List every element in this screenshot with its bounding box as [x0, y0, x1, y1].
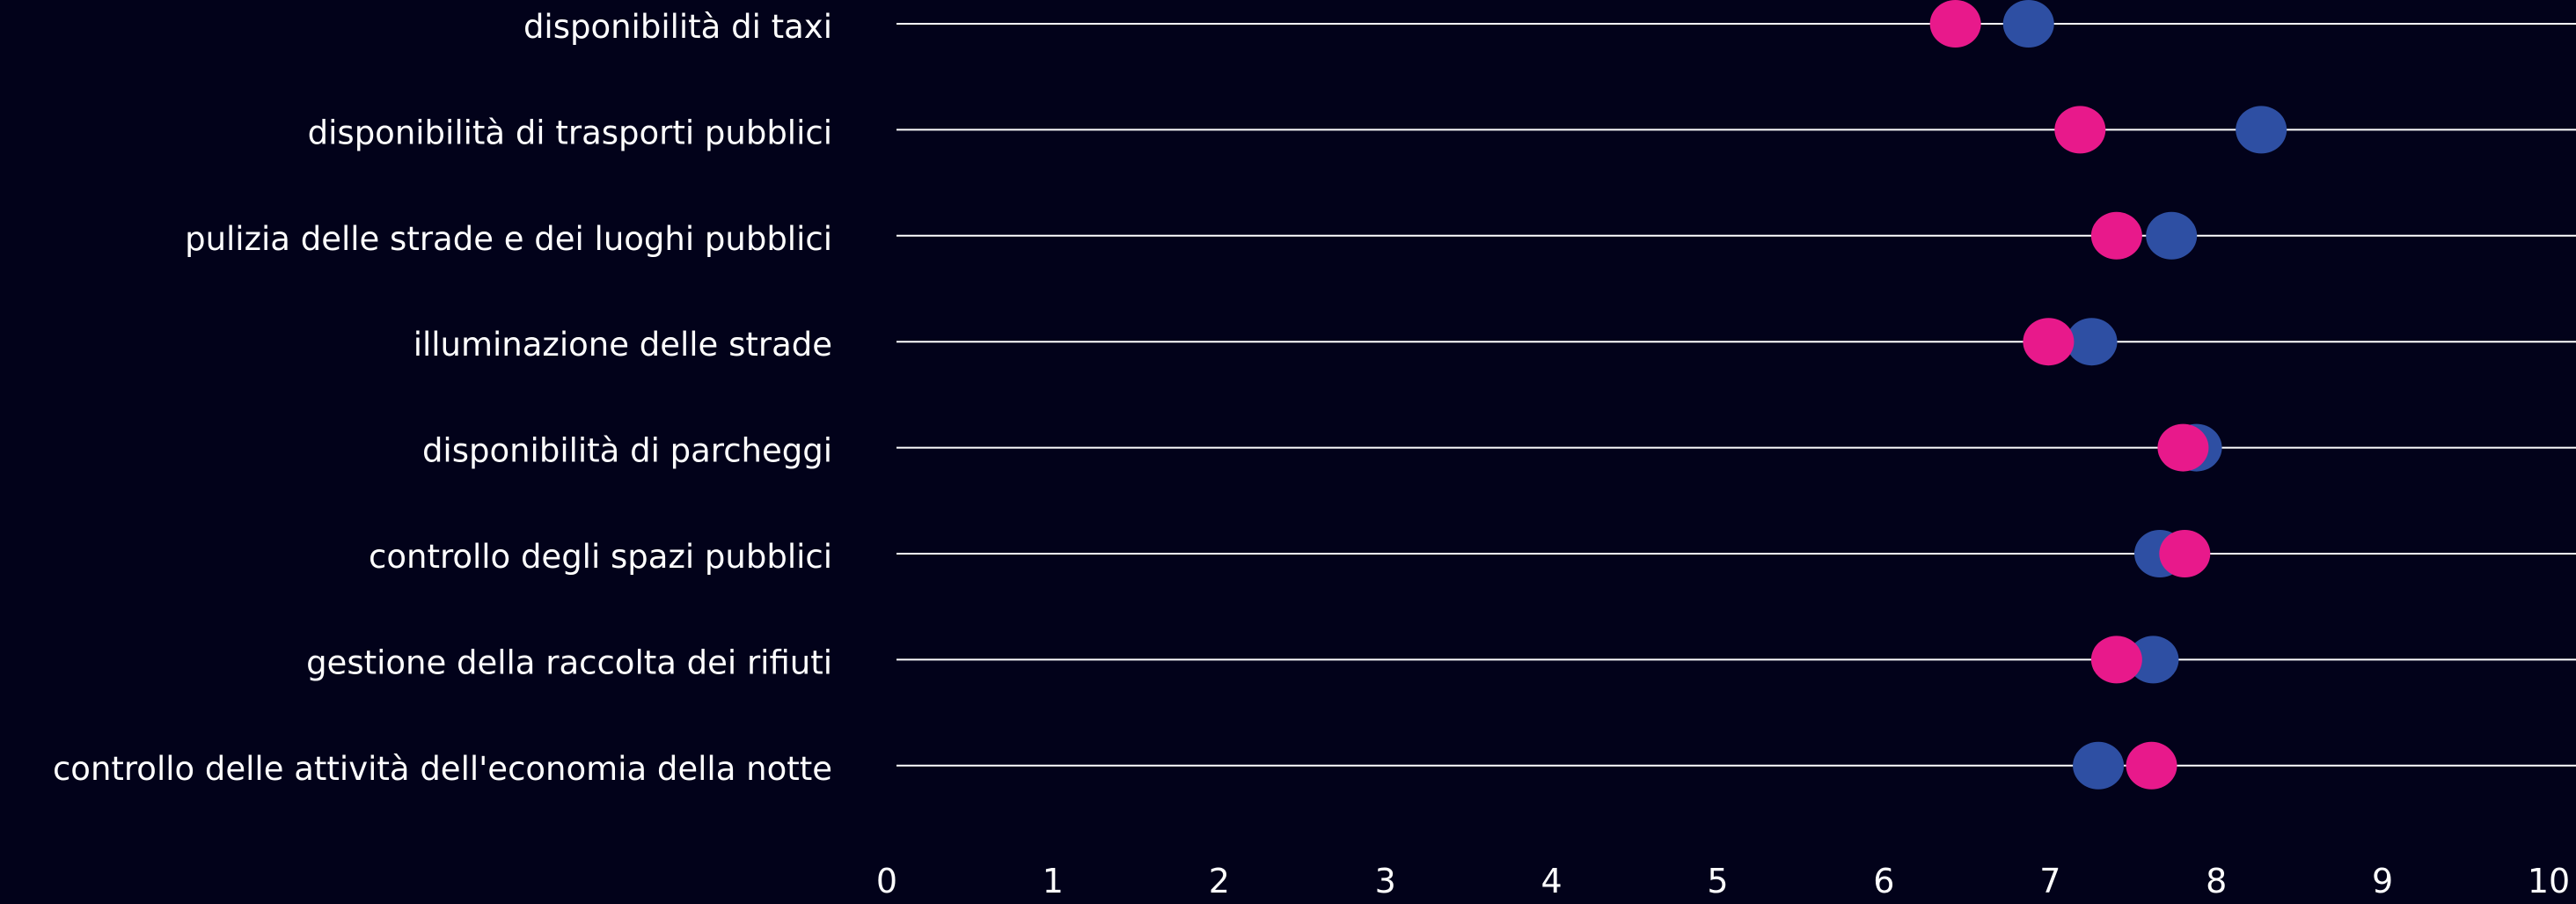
data-point — [2236, 106, 2287, 154]
x-tick-label: 9 — [2372, 862, 2393, 900]
x-tick-label: 2 — [1209, 862, 1230, 900]
data-point — [1929, 0, 1981, 48]
category-label: controllo degli spazi pubblici — [369, 538, 832, 576]
category-label: disponibilità di parcheggi — [422, 432, 832, 470]
x-tick-label: 6 — [1873, 862, 1894, 900]
data-point — [2159, 530, 2211, 577]
x-tick-label: 10 — [2528, 862, 2570, 900]
data-point — [2066, 318, 2118, 366]
x-tick-label: 8 — [2206, 862, 2227, 900]
x-tick-label: 3 — [1375, 862, 1396, 900]
category-label: gestione della raccolta dei rifiuti — [306, 643, 832, 681]
data-point — [2090, 636, 2142, 684]
data-point — [2146, 211, 2198, 260]
x-tick-label: 1 — [1043, 862, 1064, 900]
x-tick-label: 7 — [2039, 862, 2060, 900]
data-point — [2127, 636, 2179, 684]
data-point — [2126, 741, 2177, 790]
category-label: disponibilità di trasporti pubblici — [308, 114, 832, 151]
chart-rows: disponibilità di taxi disponibilità di tr… — [53, 8, 2576, 788]
x-tick-label: 4 — [1541, 862, 1562, 900]
category-label: disponibilità di taxi — [523, 8, 832, 46]
category-label: pulizia delle strade e dei luoghi pubbli… — [185, 220, 832, 258]
data-point — [2073, 741, 2125, 790]
chart-dots — [1929, 0, 2287, 790]
data-point — [2157, 423, 2209, 472]
x-tick-label: 0 — [876, 862, 897, 900]
x-axis-ticks: 0 1 2 3 4 5 6 7 8 9 10 — [876, 862, 2570, 900]
data-point — [2002, 0, 2054, 48]
x-tick-label: 5 — [1707, 862, 1728, 900]
category-label: illuminazione delle strade — [413, 326, 832, 364]
data-point — [2090, 211, 2142, 260]
category-label: controllo delle attività dell'economia d… — [53, 750, 832, 788]
data-point — [2054, 106, 2106, 154]
data-point — [2023, 318, 2075, 366]
